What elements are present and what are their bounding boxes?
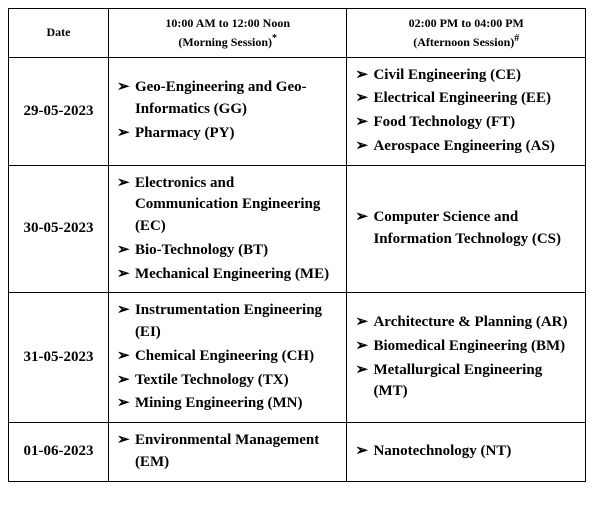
table-row: 29-05-2023➢Geo-Engineering and Geo-Infor…	[9, 57, 586, 165]
bullet-icon: ➢	[355, 65, 373, 87]
bullet-icon: ➢	[355, 88, 373, 110]
header-date: Date	[9, 9, 109, 58]
bullet-icon: ➢	[117, 346, 135, 368]
header-afternoon-time: 02:00 PM to 04:00 PM	[409, 16, 524, 30]
afternoon-items: ➢Civil Engineering (CE)➢Electrical Engin…	[355, 64, 577, 159]
date-cell: 30-05-2023	[9, 165, 109, 293]
item-label: Architecture & Planning (AR)	[373, 312, 577, 334]
bullet-icon: ➢	[117, 300, 135, 322]
item-label: Civil Engineering (CE)	[373, 65, 577, 87]
item-label: Electronics and Communication Engineerin…	[135, 173, 339, 238]
list-item: ➢Mechanical Engineering (ME)	[117, 263, 339, 287]
item-label: Electrical Engineering (EE)	[373, 88, 577, 110]
bullet-icon: ➢	[117, 173, 135, 195]
afternoon-items: ➢Nanotechnology (NT)	[355, 440, 577, 464]
schedule-table: Date 10:00 AM to 12:00 Noon (Morning Ses…	[8, 8, 586, 482]
table-row: 30-05-2023➢Electronics and Communication…	[9, 165, 586, 293]
bullet-icon: ➢	[355, 136, 373, 158]
bullet-icon: ➢	[117, 240, 135, 262]
list-item: ➢Biomedical Engineering (BM)	[355, 335, 577, 359]
afternoon-cell: ➢Architecture & Planning (AR)➢Biomedical…	[347, 293, 586, 423]
item-label: Pharmacy (PY)	[135, 123, 339, 145]
table-row: 01-06-2023➢Environmental Management (EM)…	[9, 423, 586, 482]
item-label: Geo-Engineering and Geo-Informatics (GG)	[135, 77, 339, 121]
item-label: Aerospace Engineering (AS)	[373, 136, 577, 158]
morning-cell: ➢Instrumentation Engineering (EI)➢Chemic…	[108, 293, 347, 423]
list-item: ➢Computer Science and Information Techno…	[355, 206, 577, 252]
header-morning: 10:00 AM to 12:00 Noon (Morning Session)…	[108, 9, 347, 58]
header-afternoon: 02:00 PM to 04:00 PM (Afternoon Session)…	[347, 9, 586, 58]
header-afternoon-label: (Afternoon Session)	[413, 35, 514, 49]
bullet-icon: ➢	[117, 393, 135, 415]
item-label: Computer Science and Information Technol…	[373, 207, 577, 251]
date-cell: 29-05-2023	[9, 57, 109, 165]
list-item: ➢Pharmacy (PY)	[117, 122, 339, 146]
afternoon-items: ➢Architecture & Planning (AR)➢Biomedical…	[355, 311, 577, 404]
list-item: ➢Chemical Engineering (CH)	[117, 345, 339, 369]
list-item: ➢Architecture & Planning (AR)	[355, 311, 577, 335]
item-label: Environmental Management (EM)	[135, 430, 339, 474]
afternoon-items: ➢Computer Science and Information Techno…	[355, 206, 577, 252]
afternoon-cell: ➢Civil Engineering (CE)➢Electrical Engin…	[347, 57, 586, 165]
bullet-icon: ➢	[355, 207, 373, 229]
date-cell: 31-05-2023	[9, 293, 109, 423]
list-item: ➢Mining Engineering (MN)	[117, 392, 339, 416]
item-label: Mining Engineering (MN)	[135, 393, 339, 415]
list-item: ➢Environmental Management (EM)	[117, 429, 339, 475]
header-morning-sup: *	[272, 33, 277, 44]
bullet-icon: ➢	[355, 336, 373, 358]
item-label: Mechanical Engineering (ME)	[135, 264, 339, 286]
bullet-icon: ➢	[117, 123, 135, 145]
list-item: ➢Food Technology (FT)	[355, 111, 577, 135]
header-afternoon-sup: #	[514, 33, 519, 44]
list-item: ➢Aerospace Engineering (AS)	[355, 135, 577, 159]
date-cell: 01-06-2023	[9, 423, 109, 482]
bullet-icon: ➢	[355, 112, 373, 134]
bullet-icon: ➢	[117, 430, 135, 452]
list-item: ➢Instrumentation Engineering (EI)	[117, 299, 339, 345]
item-label: Textile Technology (TX)	[135, 370, 339, 392]
list-item: ➢Metallurgical Engineering (MT)	[355, 359, 577, 405]
header-row: Date 10:00 AM to 12:00 Noon (Morning Ses…	[9, 9, 586, 58]
list-item: ➢Electrical Engineering (EE)	[355, 87, 577, 111]
item-label: Biomedical Engineering (BM)	[373, 336, 577, 358]
morning-cell: ➢Electronics and Communication Engineeri…	[108, 165, 347, 293]
bullet-icon: ➢	[117, 370, 135, 392]
item-label: Chemical Engineering (CH)	[135, 346, 339, 368]
item-label: Instrumentation Engineering (EI)	[135, 300, 339, 344]
morning-cell: ➢Geo-Engineering and Geo-Informatics (GG…	[108, 57, 347, 165]
header-morning-time: 10:00 AM to 12:00 Noon	[165, 16, 290, 30]
bullet-icon: ➢	[117, 77, 135, 99]
bullet-icon: ➢	[117, 264, 135, 286]
bullet-icon: ➢	[355, 441, 373, 463]
morning-items: ➢Instrumentation Engineering (EI)➢Chemic…	[117, 299, 339, 416]
item-label: Food Technology (FT)	[373, 112, 577, 134]
item-label: Bio-Technology (BT)	[135, 240, 339, 262]
table-row: 31-05-2023➢Instrumentation Engineering (…	[9, 293, 586, 423]
list-item: ➢Civil Engineering (CE)	[355, 64, 577, 88]
bullet-icon: ➢	[355, 360, 373, 382]
morning-cell: ➢Environmental Management (EM)	[108, 423, 347, 482]
item-label: Metallurgical Engineering (MT)	[373, 360, 577, 404]
list-item: ➢Nanotechnology (NT)	[355, 440, 577, 464]
list-item: ➢Textile Technology (TX)	[117, 369, 339, 393]
morning-items: ➢Geo-Engineering and Geo-Informatics (GG…	[117, 76, 339, 145]
list-item: ➢Bio-Technology (BT)	[117, 239, 339, 263]
morning-items: ➢Electronics and Communication Engineeri…	[117, 172, 339, 287]
header-morning-label: (Morning Session)	[178, 35, 272, 49]
list-item: ➢Electronics and Communication Engineeri…	[117, 172, 339, 239]
afternoon-cell: ➢Nanotechnology (NT)	[347, 423, 586, 482]
morning-items: ➢Environmental Management (EM)	[117, 429, 339, 475]
list-item: ➢Geo-Engineering and Geo-Informatics (GG…	[117, 76, 339, 122]
afternoon-cell: ➢Computer Science and Information Techno…	[347, 165, 586, 293]
item-label: Nanotechnology (NT)	[373, 441, 577, 463]
bullet-icon: ➢	[355, 312, 373, 334]
